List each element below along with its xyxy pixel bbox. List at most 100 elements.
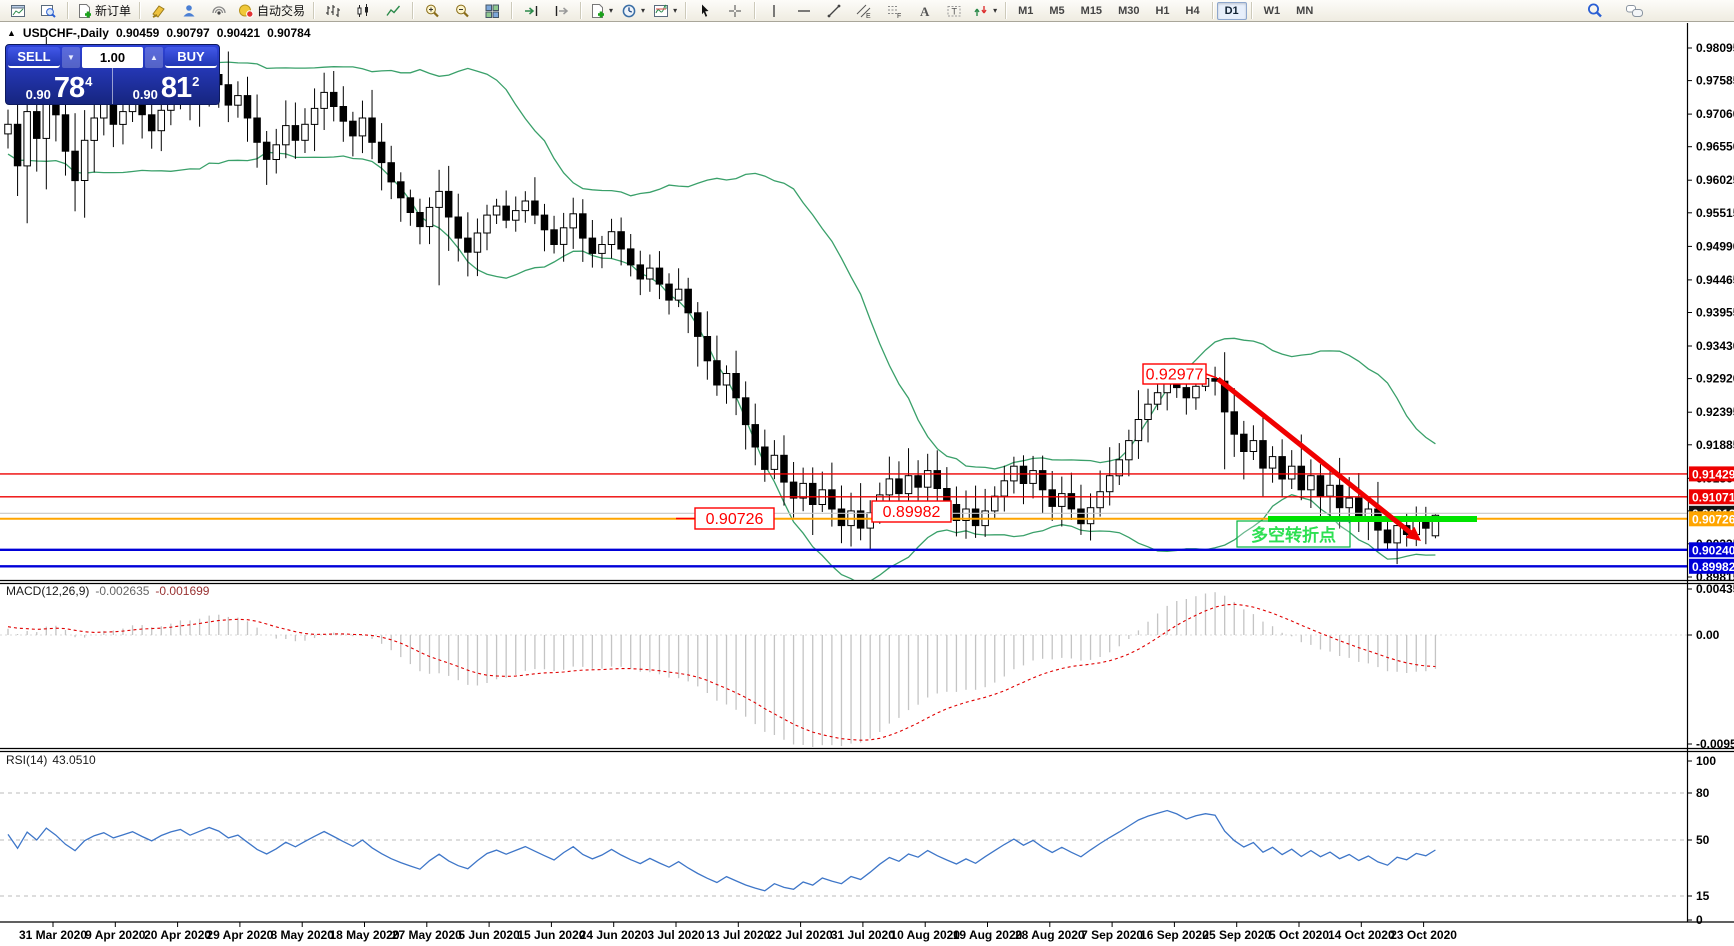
annotation-turning-point-label[interactable]: 多空转折点 (1236, 520, 1351, 548)
search-button[interactable] (1580, 0, 1610, 21)
text-button[interactable]: A (909, 0, 939, 21)
bar-chart-button[interactable] (318, 0, 348, 21)
timeframe-M15-button[interactable]: M15 (1080, 4, 1103, 17)
date-tick-label: 31 Mar 2020 (19, 928, 87, 942)
timeframe-MN-button[interactable]: MN (1296, 4, 1314, 17)
toolbar-separator (754, 2, 756, 19)
candle-chart-button[interactable] (348, 0, 378, 21)
candle-body (272, 144, 280, 161)
shapes-button[interactable]: ▾ (969, 0, 1001, 21)
candle-body (253, 117, 261, 143)
indicators-button[interactable]: ▾ (649, 0, 681, 21)
new-chart-button[interactable]: ▾ (585, 0, 617, 21)
chart-objects[interactable] (1216, 377, 1477, 541)
label-button[interactable]: T (939, 0, 969, 21)
signals-button[interactable] (204, 0, 234, 21)
sell-button[interactable]: SELL (8, 47, 60, 68)
candle-body (962, 508, 970, 521)
charts-window-button[interactable] (3, 0, 33, 21)
zoom-out-button[interactable] (447, 0, 477, 21)
horizontal-line-button[interactable] (789, 0, 819, 21)
indicator-tick-label: 0.00 (1696, 628, 1720, 642)
candle-body (1287, 465, 1296, 480)
candle-body (483, 214, 491, 234)
timeframe-H4-button[interactable]: H4 (1185, 4, 1200, 17)
downtrend-arrow[interactable] (1216, 377, 1412, 535)
candle-body (588, 237, 597, 254)
new-order-button[interactable]: 新订单 (72, 0, 135, 21)
community-button[interactable] (174, 0, 204, 21)
candle-body (1134, 419, 1143, 442)
annotation-peak-price-label[interactable]: 0.92977 (1142, 363, 1218, 385)
tile-windows-button[interactable] (477, 0, 507, 21)
candle-body (665, 283, 673, 301)
indicator-tick-label: 80 (1696, 786, 1710, 800)
timeframe-M30-button[interactable]: M30 (1118, 4, 1140, 17)
macd-signal-line (7, 603, 1436, 741)
macd-plot (7, 592, 1437, 747)
candle-body (1230, 411, 1238, 435)
toolbar-separator (412, 2, 414, 19)
price-tick-label: 0.91885 (1696, 438, 1734, 452)
chat-button[interactable] (1620, 0, 1650, 21)
candle-body (655, 267, 664, 285)
volume-increase-button[interactable]: ▲ (145, 47, 163, 68)
line-chart-button[interactable] (378, 0, 408, 21)
crosshair-button[interactable] (720, 0, 750, 21)
timeframe-H1-button[interactable]: H1 (1155, 4, 1170, 17)
candle-body (301, 123, 309, 141)
fibonacci-button[interactable]: F (879, 0, 909, 21)
timeframe-D1-button[interactable]: D1 (1216, 1, 1247, 20)
auto-scroll-button[interactable] (516, 0, 546, 21)
candle-body (904, 475, 913, 495)
zoom-in-button[interactable] (417, 0, 447, 21)
candle-body (550, 229, 558, 246)
channel-button[interactable]: E (849, 0, 879, 21)
candle-body (1431, 514, 1440, 537)
vertical-line-button[interactable] (759, 0, 789, 21)
svg-text:0.92977: 0.92977 (1146, 367, 1204, 384)
rsi-label: RSI(14) 43.0510 (6, 753, 96, 767)
candle-body (713, 360, 721, 386)
cursor-button[interactable] (690, 0, 720, 21)
volume-input[interactable] (82, 47, 143, 68)
date-tick-label: 9 Apr 2020 (85, 928, 146, 942)
candle-body (885, 478, 894, 496)
timeframe-M1-button[interactable]: M1 (1018, 4, 1034, 17)
price-badge (1689, 542, 1734, 558)
candle-body (1192, 385, 1200, 399)
timeframe-W1-button[interactable]: W1 (1263, 4, 1281, 17)
indicator-tick-label: 0.004351 (1696, 582, 1734, 596)
date-tick-label: 28 Aug 2020 (1015, 928, 1085, 942)
chart-plot-area[interactable] (0, 22, 1734, 946)
candle-body (1058, 493, 1066, 507)
candle-body (540, 214, 549, 231)
panel-collapse-toggle[interactable]: ▲ (7, 28, 16, 38)
chart-shift-button[interactable] (546, 0, 576, 21)
volume-decrease-button[interactable]: ▼ (62, 47, 80, 68)
annotation-support-label-89982[interactable]: 0.89982 (871, 500, 952, 523)
buy-price-pip: 2 (192, 74, 200, 89)
candle-body (1115, 459, 1124, 477)
timeframe-M5-button[interactable]: M5 (1049, 4, 1065, 17)
buy-button[interactable]: BUY (165, 47, 217, 68)
candle-body (579, 213, 587, 239)
buy-price-button[interactable]: 0.90 81 2 (113, 68, 219, 104)
date-tick-label: 27 May 2020 (392, 928, 462, 942)
styles-button[interactable] (144, 0, 174, 21)
candle-body (406, 197, 415, 214)
candle-body (646, 267, 654, 280)
candle-body (923, 470, 932, 488)
candle-body (377, 141, 386, 164)
candle-body (703, 336, 712, 362)
data-window-button[interactable] (33, 0, 63, 21)
date-tick-label: 7 Sep 2020 (1081, 928, 1143, 942)
candle-body (147, 114, 156, 132)
profiles-button[interactable]: ▾ (617, 0, 649, 21)
candle-body (243, 95, 252, 119)
autotrading-button[interactable]: 自动交易 (234, 0, 309, 21)
trendline-button[interactable] (819, 0, 849, 21)
sell-price-button[interactable]: 0.90 78 4 (6, 68, 113, 104)
annotation-support-label-90726[interactable]: 0.90726 (676, 507, 775, 530)
